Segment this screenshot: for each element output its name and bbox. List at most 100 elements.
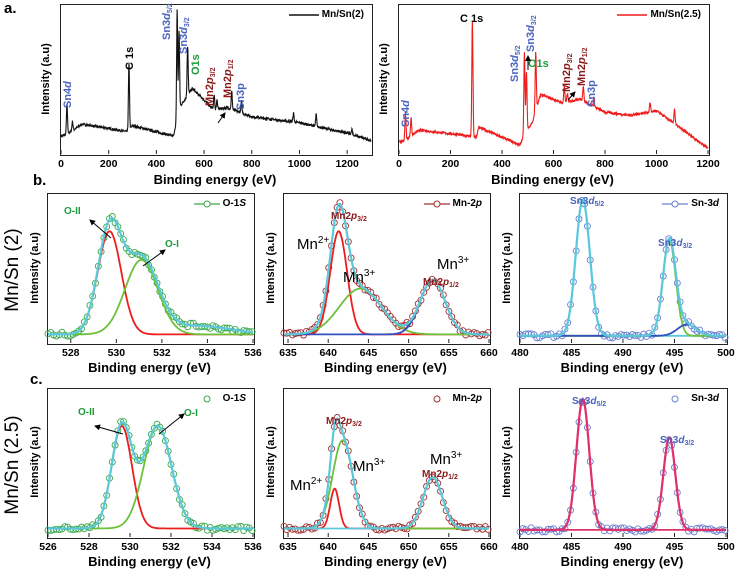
legend-label: Mn/Sn(2) [321, 9, 364, 20]
label-sn3d52: Sn3d5/2 [570, 196, 605, 208]
data-point [120, 418, 127, 425]
x-tick-label: 650 [399, 347, 418, 359]
x-tick-label: 500 [717, 347, 735, 359]
x-tick-label: 490 [614, 541, 632, 553]
x-tick-label: 532 [153, 347, 171, 359]
x-tick-label: 645 [359, 541, 378, 553]
arrow-o-i [158, 413, 185, 435]
x-tick-label: 660 [480, 541, 498, 553]
x-tick-label: 800 [243, 158, 261, 170]
x-tick-label: 655 [440, 347, 458, 359]
data-point [715, 330, 723, 338]
x-axis-title: Binding energy (eV) [88, 360, 211, 375]
x-tick-label: 480 [511, 541, 529, 553]
y-axis-title: Intensity (a.u) [29, 426, 41, 498]
legend-swatch [671, 395, 679, 402]
o1s-chart-mn-sn-2 [44, 193, 256, 345]
panel-label-b: b. [33, 172, 47, 189]
x-tick-label: 495 [665, 541, 684, 553]
label-mn2plus: Mn2+ [297, 235, 330, 253]
data-point [370, 293, 377, 301]
data-point [243, 523, 250, 531]
data-point [187, 319, 195, 327]
legend-swatch [193, 200, 220, 207]
x-tick-label: 655 [440, 541, 458, 553]
legend: O-1S [193, 198, 246, 209]
legend: Mn/Sn(2.5) [617, 9, 701, 20]
x-tick-label: 600 [195, 158, 213, 170]
mn2p-chart-mn-sn-2 [280, 193, 492, 345]
x-tick-label: 528 [80, 541, 98, 553]
x-tick-label: 200 [99, 158, 118, 170]
x-tick-label: 490 [614, 347, 632, 359]
x-tick-label: 645 [359, 347, 378, 359]
y-axis-title: Intensity (a.u) [265, 231, 277, 304]
x-tick-label: 536 [244, 541, 262, 553]
y-axis-title: Intensity (a.u) [265, 426, 277, 498]
legend-label: Mn-2p [452, 198, 482, 209]
label-sn3d32: Sn3d3/2 [660, 435, 695, 447]
x-tick-label: 1200 [696, 158, 720, 170]
data-point [333, 414, 341, 421]
fit-envelope-line [520, 397, 726, 531]
label-mn3plus: Mn3+ [343, 268, 376, 286]
fit-envelope-line [284, 417, 489, 530]
data-point [234, 523, 242, 531]
legend-label: Mn/Sn(2.5) [650, 9, 701, 20]
label-mn3plus: Mn3+ [437, 255, 470, 273]
x-tick-label: 530 [121, 541, 139, 553]
data-point [108, 213, 116, 220]
data-point [61, 523, 69, 531]
legend: O-1S [194, 393, 246, 404]
legend: Mn/Sn(2) [288, 9, 364, 20]
data-point [314, 519, 321, 527]
arrow-o-ii [89, 219, 112, 239]
o1s-chart-mn-sn-2-5 [44, 388, 256, 539]
x-tick-label: 800 [596, 158, 614, 170]
legend-label: O-1S [222, 198, 246, 209]
legend-swatch [288, 13, 319, 16]
fit-envelope-line [48, 217, 254, 336]
y-axis-title: Intensity (a.u) [29, 231, 41, 304]
label-o-i: O-I [165, 239, 179, 250]
label-o-ii: O-II [64, 206, 81, 217]
x-tick-label: 635 [279, 347, 297, 359]
legend-swatch [662, 200, 689, 207]
sn3d-chart-mn-sn-2 [516, 193, 729, 345]
x-tick-label: 528 [62, 347, 80, 359]
panel-label-a: a. [4, 0, 17, 17]
legend-label: Sn-3d [691, 198, 719, 209]
fit-component-line [48, 258, 253, 336]
label-o-i: O-I [184, 408, 198, 419]
x-axis-title: Binding energy (eV) [324, 554, 447, 569]
label-sn3d32: Sn3d3/2 [658, 238, 693, 250]
legend: Sn-3d [662, 198, 719, 209]
survey-chart-mn-sn-2 [60, 4, 373, 156]
fit-envelope-line [284, 202, 489, 336]
y-axis-title: Intensity (a.u) [40, 42, 52, 115]
sn3d-chart-mn-sn-2-5 [516, 388, 729, 539]
fit-envelope-line [48, 420, 253, 530]
data-point [519, 525, 527, 533]
legend-swatch [423, 200, 450, 207]
legend-label: Mn-2p [452, 393, 482, 404]
x-tick-label: 200 [441, 158, 460, 170]
y-axis-title: Intensity (a.u) [501, 231, 513, 304]
data-point [78, 325, 85, 333]
x-tick-label: 640 [319, 347, 337, 359]
legend-label: Sn-3d [691, 393, 719, 404]
x-tick-label: 530 [107, 347, 126, 359]
data-point [181, 510, 189, 517]
x-tick-label: 534 [203, 541, 221, 553]
panel-label-c: c. [30, 371, 43, 388]
y-axis-title: Intensity (a.u) [501, 426, 513, 498]
x-tick-label: 635 [279, 541, 297, 553]
x-tick-label: 640 [319, 541, 337, 553]
data-point [55, 526, 63, 534]
x-tick-label: 1200 [335, 158, 359, 170]
x-axis-title: Binding energy (eV) [88, 554, 211, 569]
survey-chart-mn-sn-2-5 [398, 4, 710, 156]
x-tick-label: 500 [717, 541, 735, 553]
legend: Mn-2p [424, 393, 482, 404]
